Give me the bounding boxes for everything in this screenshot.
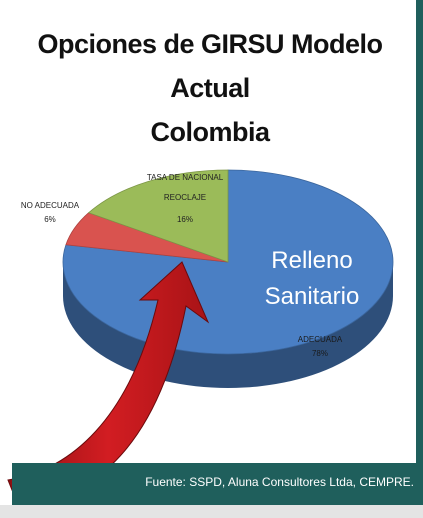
slice-value-tasa: 16%	[177, 215, 193, 224]
slice-label-adecuada: ADECUADA	[298, 335, 343, 344]
chart-title: Opciones de GIRSU Modelo Actual Colombia	[20, 22, 400, 154]
bottom-strip	[0, 505, 423, 518]
slice-label-tasa-line-1: TASA DE NACIONAL	[147, 173, 224, 182]
source-text: Fuente: SSPD, Aluna Consultores Ltda, CE…	[145, 475, 414, 489]
slice-inner-label-line-2: Sanitario	[265, 283, 360, 310]
slice-value-adecuada: 78%	[312, 349, 328, 358]
slice-label-tasa-line-2: REOCLAJE	[164, 193, 206, 202]
right-border	[416, 0, 423, 505]
slice-value-no-adecuada: 6%	[44, 215, 56, 224]
pie-chart: NO ADECUADA 6% TASA DE NACIONAL REOCLAJE…	[7, 169, 394, 505]
pie-slice-adecuada	[62, 169, 394, 355]
source-bar: Fuente: SSPD, Aluna Consultores Ltda, CE…	[12, 463, 416, 505]
chart-title-line-1: Opciones de GIRSU Modelo Actual	[37, 29, 383, 103]
pie-slice-tasa-de-nacional-reoclaje	[87, 169, 229, 263]
slice-label-no-adecuada: NO ADECUADA	[21, 201, 80, 210]
slice-inner-label-line-1: Relleno	[271, 247, 352, 274]
chart-title-line-2: Colombia	[150, 117, 270, 147]
